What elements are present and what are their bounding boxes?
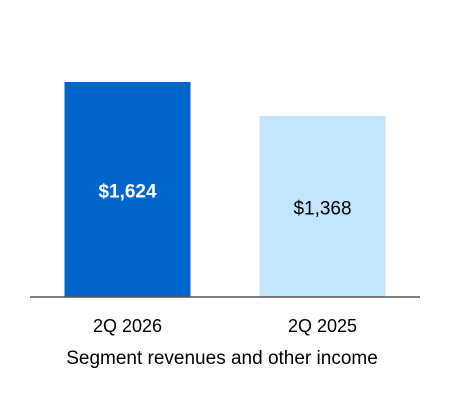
x-axis-label: Segment revenues and other income xyxy=(66,348,378,369)
value-label: $1,368 xyxy=(293,198,351,219)
bar xyxy=(64,82,191,297)
x-tick-label: 2Q 2025 xyxy=(288,316,357,336)
bar xyxy=(259,115,386,297)
x-tick-label: 2Q 2026 xyxy=(93,316,162,336)
value-label: $1,624 xyxy=(98,182,157,203)
